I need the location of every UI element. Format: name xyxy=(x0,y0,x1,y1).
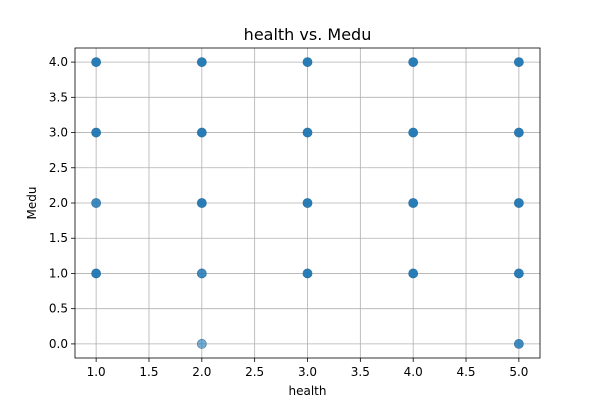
ticks-layer: 1.0 1.5 2.0 2.5 3.0 3.5 4.0 4.5 5.0 0.0 0.5 1.0 1.5 2… xyxy=(49,55,529,379)
scatter-point xyxy=(196,57,207,67)
scatter-point xyxy=(91,57,102,67)
x-axis-label: health xyxy=(289,384,327,398)
points-layer xyxy=(91,57,524,349)
scatter-point xyxy=(408,127,419,138)
x-tick-label: 3.5 xyxy=(351,365,370,379)
y-tick-label: 1.5 xyxy=(49,231,68,245)
scatter-point xyxy=(196,339,207,349)
scatter-point xyxy=(408,268,419,279)
scatter-point xyxy=(513,127,524,138)
scatter-point xyxy=(513,57,524,67)
x-tick-label: 1.0 xyxy=(87,365,106,379)
y-tick-label: 2.0 xyxy=(49,196,68,210)
scatter-point xyxy=(513,268,524,279)
scatter-point xyxy=(408,198,419,208)
scatter-point xyxy=(513,339,524,349)
scatter-point xyxy=(408,57,419,67)
x-tick-label: 4.0 xyxy=(404,365,423,379)
chart-title: health vs. Medu xyxy=(244,25,372,44)
x-tick-label: 5.0 xyxy=(509,365,528,379)
x-tick-label: 3.0 xyxy=(298,365,317,379)
x-tick-label: 2.5 xyxy=(245,365,264,379)
y-tick-label: 3.0 xyxy=(49,126,68,140)
y-tick-label: 3.5 xyxy=(49,90,68,104)
y-axis-label: Medu xyxy=(25,187,39,220)
y-tick-label: 2.5 xyxy=(49,161,68,175)
scatter-point xyxy=(91,268,102,279)
scatter-point xyxy=(513,198,524,208)
x-tick-label: 4.5 xyxy=(456,365,475,379)
scatter-point xyxy=(302,268,313,279)
x-tick-label: 2.0 xyxy=(192,365,211,379)
scatter-point xyxy=(302,127,313,138)
y-tick-label: 4.0 xyxy=(49,55,68,69)
scatter-point xyxy=(196,198,207,208)
scatter-point xyxy=(196,268,207,279)
y-tick-label: 0.0 xyxy=(49,337,68,351)
scatter-point xyxy=(302,198,313,208)
scatter-point xyxy=(302,57,313,67)
y-tick-label: 0.5 xyxy=(49,302,68,316)
y-tick-label: 1.0 xyxy=(49,266,68,280)
scatter-point xyxy=(91,127,102,138)
scatter-point xyxy=(196,127,207,138)
scatter-point xyxy=(91,198,102,208)
x-tick-label: 1.5 xyxy=(139,365,158,379)
